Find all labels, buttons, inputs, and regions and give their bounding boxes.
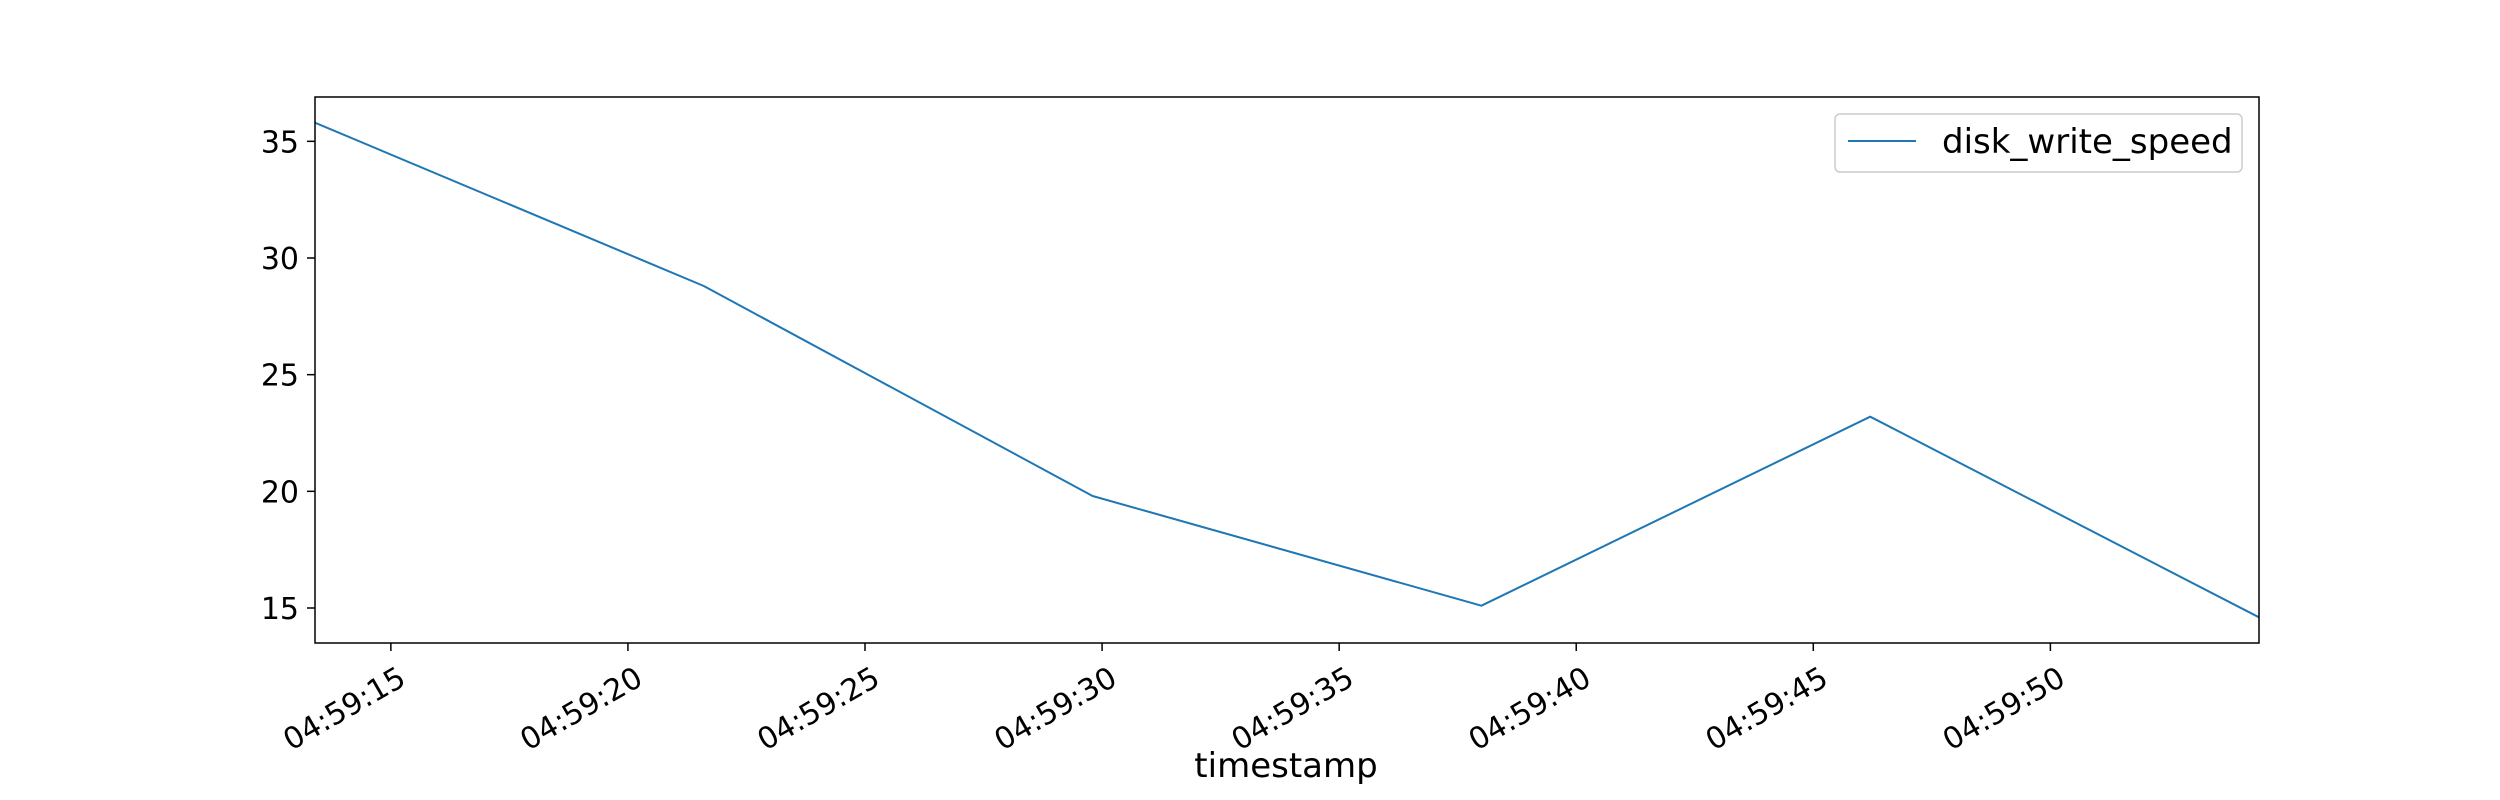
y-tick-label: 35 [261, 125, 299, 160]
x-tick-label: 04:59:35 [1226, 660, 1360, 758]
plot-background [315, 97, 2259, 643]
legend-label-disk-write-speed: disk_write_speed [1942, 122, 2233, 162]
legend-box [1834, 113, 2243, 173]
x-tick-label: 04:59:15 [277, 660, 411, 758]
y-axis: 15 20 25 30 35 [261, 125, 315, 627]
x-tick-label: 04:59:45 [1700, 660, 1834, 758]
x-tick-label: 04:59:40 [1463, 660, 1597, 758]
y-tick-label: 25 [261, 359, 299, 394]
x-tick-label: 04:59:25 [752, 660, 886, 758]
legend: disk_write_speed [1834, 113, 2243, 173]
series-line-0 [314, 121, 2260, 619]
x-tick-label: 04:59:20 [515, 660, 649, 758]
y-tick-label: 30 [261, 242, 299, 277]
x-tick-label: 04:59:30 [989, 660, 1123, 758]
y-tick-label: 20 [261, 475, 299, 510]
y-tick-label: 15 [261, 592, 299, 627]
x-axis: 04:59:15 04:59:20 04:59:25 04:59:30 04:59:35… [277, 643, 2071, 758]
x-axis-label: timestamp [1194, 746, 1377, 786]
plot-frame [314, 96, 2260, 644]
x-tick-label: 04:59:50 [1937, 660, 2071, 758]
